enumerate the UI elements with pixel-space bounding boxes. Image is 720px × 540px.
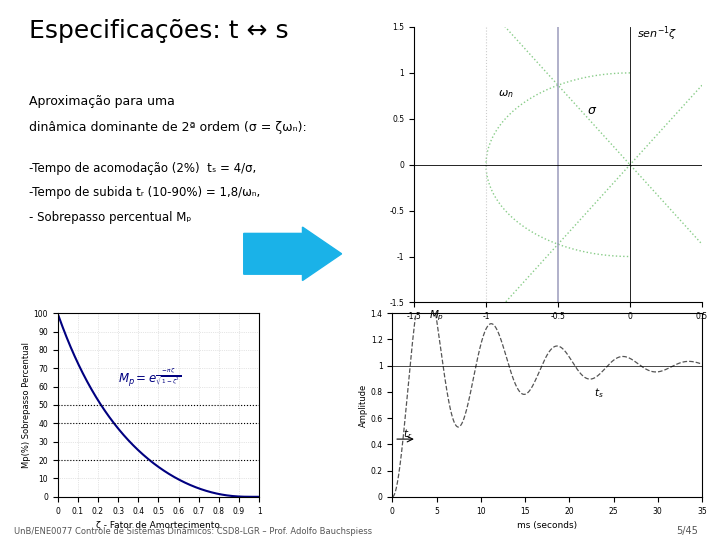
Y-axis label: Amplitude: Amplitude (359, 383, 368, 427)
Text: $t_r$: $t_r$ (402, 427, 412, 441)
Y-axis label: Mp(%) Sobrepasso Percentual: Mp(%) Sobrepasso Percentual (22, 342, 31, 468)
Text: -Tempo de subida tᵣ (10-90%) = 1,8/ωₙ,: -Tempo de subida tᵣ (10-90%) = 1,8/ωₙ, (29, 186, 260, 199)
Text: Especificações: t ↔ s: Especificações: t ↔ s (29, 19, 289, 43)
Text: $t_s$: $t_s$ (593, 386, 603, 400)
Text: $sen^{-1}\zeta$: $sen^{-1}\zeta$ (637, 25, 678, 43)
FancyArrow shape (243, 227, 341, 280)
Text: -Tempo de acomodação (2%)  tₛ = 4/σ,: -Tempo de acomodação (2%) tₛ = 4/σ, (29, 162, 256, 175)
Text: $\sigma$: $\sigma$ (587, 104, 597, 117)
Text: $\omega_n$: $\omega_n$ (498, 88, 513, 100)
Text: UnB/ENE0077 Controle de Sistemas Dinâmicos: CSD8-LGR – Prof. Adolfo Bauchspiess: UnB/ENE0077 Controle de Sistemas Dinâmic… (14, 526, 372, 536)
Text: dinâmica dominante de 2ª ordem (σ = ζωₙ):: dinâmica dominante de 2ª ordem (σ = ζωₙ)… (29, 122, 307, 134)
Text: Aproximação para uma: Aproximação para uma (29, 94, 175, 107)
X-axis label: ms (seconds): ms (seconds) (517, 521, 577, 530)
Text: - Sobrepasso percentual Mₚ: - Sobrepasso percentual Mₚ (29, 211, 192, 224)
Text: 5/45: 5/45 (677, 525, 698, 536)
Text: $M_p = e^{\frac{-\pi\zeta}{\sqrt{1-\zeta^2}}}$: $M_p = e^{\frac{-\pi\zeta}{\sqrt{1-\zeta… (118, 367, 181, 389)
Text: $M_p$: $M_p$ (429, 308, 444, 323)
X-axis label: ζ - Fator de Amortecimento: ζ - Fator de Amortecimento (96, 521, 220, 530)
